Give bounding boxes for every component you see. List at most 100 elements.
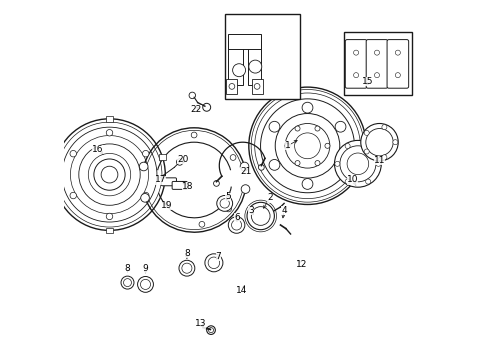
Circle shape: [394, 73, 400, 78]
Text: 15: 15: [362, 77, 373, 85]
Bar: [228, 34, 260, 49]
Circle shape: [248, 87, 366, 204]
Circle shape: [339, 146, 375, 182]
Circle shape: [121, 276, 134, 289]
Circle shape: [240, 162, 248, 171]
Circle shape: [360, 123, 397, 161]
Text: 8: 8: [183, 249, 189, 258]
Circle shape: [334, 161, 339, 166]
Circle shape: [346, 153, 368, 175]
Text: 17: 17: [155, 175, 166, 184]
Circle shape: [345, 179, 349, 184]
Circle shape: [324, 143, 329, 148]
Bar: [159, 154, 166, 160]
Text: 14: 14: [236, 286, 247, 295]
Circle shape: [258, 165, 264, 170]
Circle shape: [191, 132, 197, 138]
Text: 5: 5: [225, 192, 231, 201]
Circle shape: [302, 102, 312, 113]
FancyBboxPatch shape: [161, 178, 176, 186]
Circle shape: [139, 162, 148, 171]
Circle shape: [364, 130, 368, 135]
Circle shape: [106, 213, 113, 220]
Circle shape: [285, 143, 289, 148]
Circle shape: [268, 121, 279, 132]
Text: 13: 13: [194, 320, 206, 328]
Text: 21: 21: [240, 166, 251, 175]
Bar: [247, 41, 260, 85]
Circle shape: [392, 140, 397, 145]
Circle shape: [225, 206, 231, 212]
Circle shape: [248, 60, 261, 73]
Circle shape: [302, 179, 312, 189]
Circle shape: [228, 84, 234, 89]
Circle shape: [182, 263, 192, 273]
FancyBboxPatch shape: [366, 40, 387, 88]
Circle shape: [241, 185, 249, 193]
Circle shape: [254, 84, 260, 89]
Text: 11: 11: [373, 156, 385, 165]
Circle shape: [70, 150, 76, 157]
Text: 20: 20: [177, 154, 188, 163]
Text: 9: 9: [142, 264, 148, 274]
Circle shape: [345, 144, 349, 149]
Circle shape: [54, 119, 165, 230]
Circle shape: [353, 73, 358, 78]
Circle shape: [334, 159, 345, 170]
Bar: [226, 79, 237, 94]
Circle shape: [179, 260, 194, 276]
Text: 6: 6: [234, 213, 240, 222]
Circle shape: [381, 125, 386, 130]
Circle shape: [246, 202, 274, 230]
Circle shape: [230, 155, 236, 161]
Circle shape: [394, 50, 400, 55]
Circle shape: [232, 64, 245, 77]
Circle shape: [231, 220, 241, 230]
Text: 16: 16: [92, 145, 103, 154]
Circle shape: [106, 130, 113, 136]
Circle shape: [213, 181, 219, 186]
Circle shape: [375, 161, 380, 166]
Circle shape: [365, 129, 392, 156]
Circle shape: [364, 149, 368, 154]
Circle shape: [353, 50, 358, 55]
Circle shape: [137, 276, 153, 292]
Text: 10: 10: [346, 175, 358, 184]
Circle shape: [101, 166, 118, 183]
Text: 8: 8: [124, 264, 130, 274]
Circle shape: [374, 50, 379, 55]
Circle shape: [199, 221, 204, 227]
Circle shape: [251, 207, 269, 225]
Circle shape: [365, 144, 370, 149]
Text: 4: 4: [281, 206, 286, 215]
Circle shape: [141, 194, 149, 202]
Circle shape: [365, 179, 370, 184]
Circle shape: [334, 140, 381, 187]
Circle shape: [208, 328, 213, 333]
FancyBboxPatch shape: [386, 40, 408, 88]
Circle shape: [334, 121, 345, 132]
Circle shape: [142, 192, 149, 199]
Bar: [224, 14, 300, 99]
Bar: [106, 228, 113, 233]
Circle shape: [216, 195, 232, 211]
Text: 18: 18: [182, 181, 193, 191]
Circle shape: [189, 92, 195, 99]
FancyBboxPatch shape: [172, 181, 187, 189]
Text: 7: 7: [215, 252, 221, 261]
Circle shape: [228, 217, 244, 233]
Text: 12: 12: [296, 260, 307, 269]
Bar: [106, 116, 113, 122]
Text: 19: 19: [160, 201, 172, 210]
Circle shape: [314, 161, 319, 166]
Text: 2: 2: [266, 194, 272, 202]
Circle shape: [140, 279, 150, 289]
Circle shape: [314, 126, 319, 131]
Circle shape: [142, 150, 149, 157]
Bar: [251, 79, 262, 94]
Text: 22: 22: [190, 105, 201, 114]
Circle shape: [374, 73, 379, 78]
Circle shape: [294, 126, 300, 131]
Circle shape: [123, 279, 131, 287]
Circle shape: [208, 257, 219, 269]
